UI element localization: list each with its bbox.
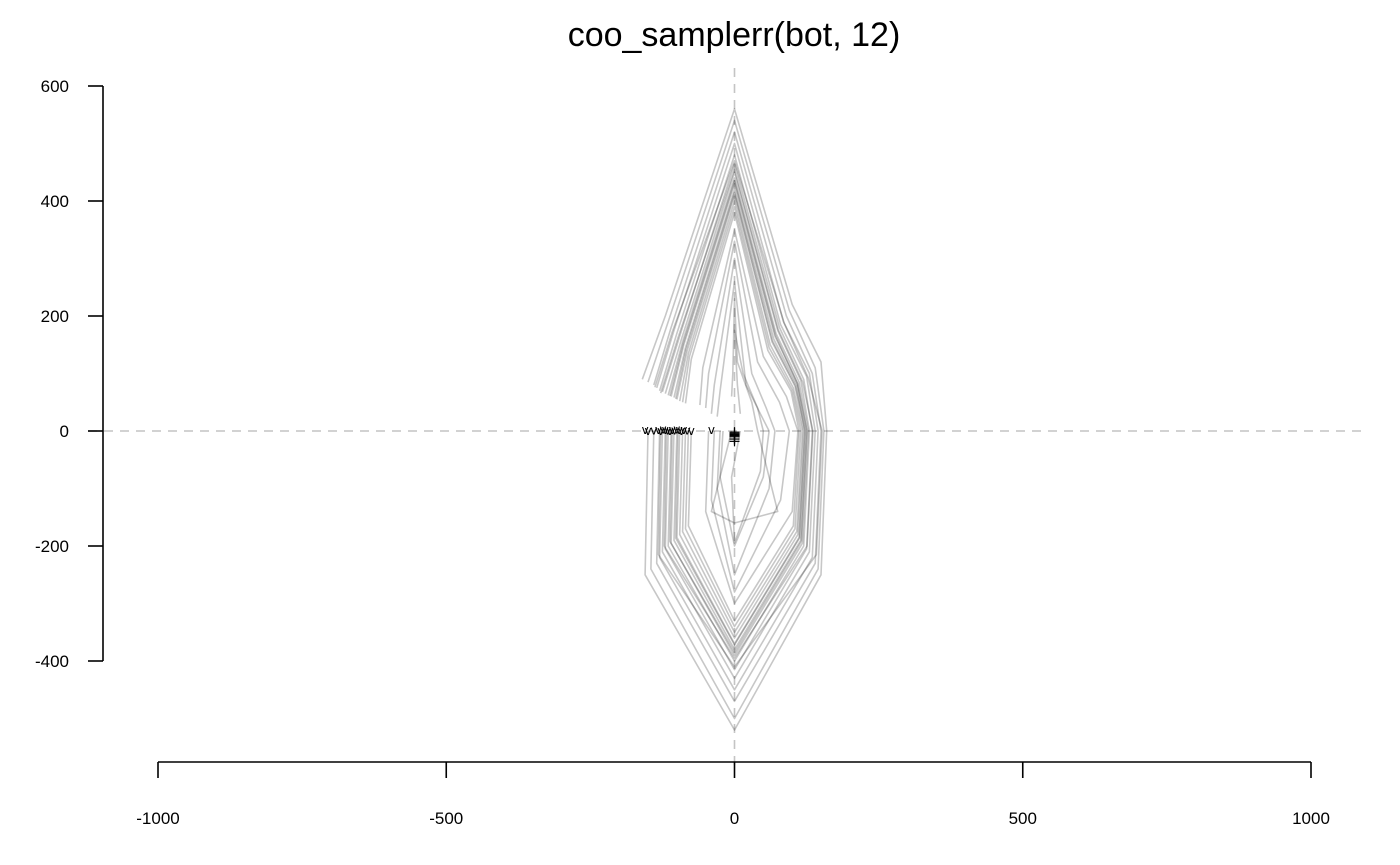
start-marker: v xyxy=(666,424,673,438)
start-marker: v xyxy=(650,423,657,437)
start-marker: v xyxy=(680,423,687,437)
start-marker: v xyxy=(642,423,649,437)
series-line-5 xyxy=(658,154,817,680)
y-tick-label: -400 xyxy=(35,652,69,671)
x-tick-label: 500 xyxy=(1009,809,1037,828)
x-tick-label: -1000 xyxy=(136,809,179,828)
series-line-9 xyxy=(670,183,808,651)
series-line-20 xyxy=(710,257,776,576)
series-line-4 xyxy=(655,142,819,691)
series-line-24 xyxy=(716,280,770,547)
start-marker: v xyxy=(678,424,685,438)
y-tick-label: 200 xyxy=(41,307,69,326)
series-line-23 xyxy=(730,329,765,544)
series-line-14 xyxy=(684,211,800,622)
start-marker: v xyxy=(644,424,651,438)
y-tick-label: 600 xyxy=(41,77,69,96)
y-tick-label: 0 xyxy=(60,422,69,441)
reference-lines xyxy=(88,68,1362,772)
start-marker: v xyxy=(659,422,666,436)
series-layer xyxy=(641,108,828,731)
series-line-17 xyxy=(669,180,808,654)
x-tick-label: 1000 xyxy=(1292,809,1330,828)
series-line-2 xyxy=(647,119,825,720)
series-line-11 xyxy=(676,194,805,639)
series-line-13 xyxy=(681,206,802,628)
series-line-15 xyxy=(654,160,823,668)
series-line-21 xyxy=(699,229,799,605)
start-marker: v xyxy=(662,423,669,437)
x-tick-label: -500 xyxy=(429,809,463,828)
series-line-8 xyxy=(667,177,810,657)
start-marker: v xyxy=(688,424,695,438)
start-marker: v xyxy=(708,423,715,437)
series-line-1 xyxy=(641,108,828,731)
series-line-3 xyxy=(653,131,822,703)
start-marker: v xyxy=(671,423,678,437)
y-tick-label: -200 xyxy=(35,537,69,556)
start-marker: v xyxy=(669,423,676,437)
start-marker: v xyxy=(684,423,691,437)
x-tick-label: 0 xyxy=(730,809,739,828)
start-marker: v xyxy=(657,424,664,438)
series-line-12 xyxy=(678,200,804,634)
start-marker: v xyxy=(673,422,680,436)
series-line-18 xyxy=(674,191,807,646)
series-line-10 xyxy=(673,188,806,645)
series-line-6 xyxy=(661,162,814,671)
start-marker: v xyxy=(655,423,662,437)
start-marker: v xyxy=(676,423,683,437)
start-marker: v xyxy=(664,423,671,437)
series-line-16 xyxy=(659,168,814,659)
chart-title: coo_samplerr(bot, 12) xyxy=(568,16,901,54)
x-axis: -1000 -500 0 500 1000 xyxy=(136,761,1330,828)
series-line-19 xyxy=(704,240,791,593)
y-axis: 600 400 200 0 -200 -400 xyxy=(35,77,104,671)
series-line-22 xyxy=(710,297,779,524)
y-tick-label: 400 xyxy=(41,192,69,211)
series-line-7 xyxy=(664,171,811,662)
